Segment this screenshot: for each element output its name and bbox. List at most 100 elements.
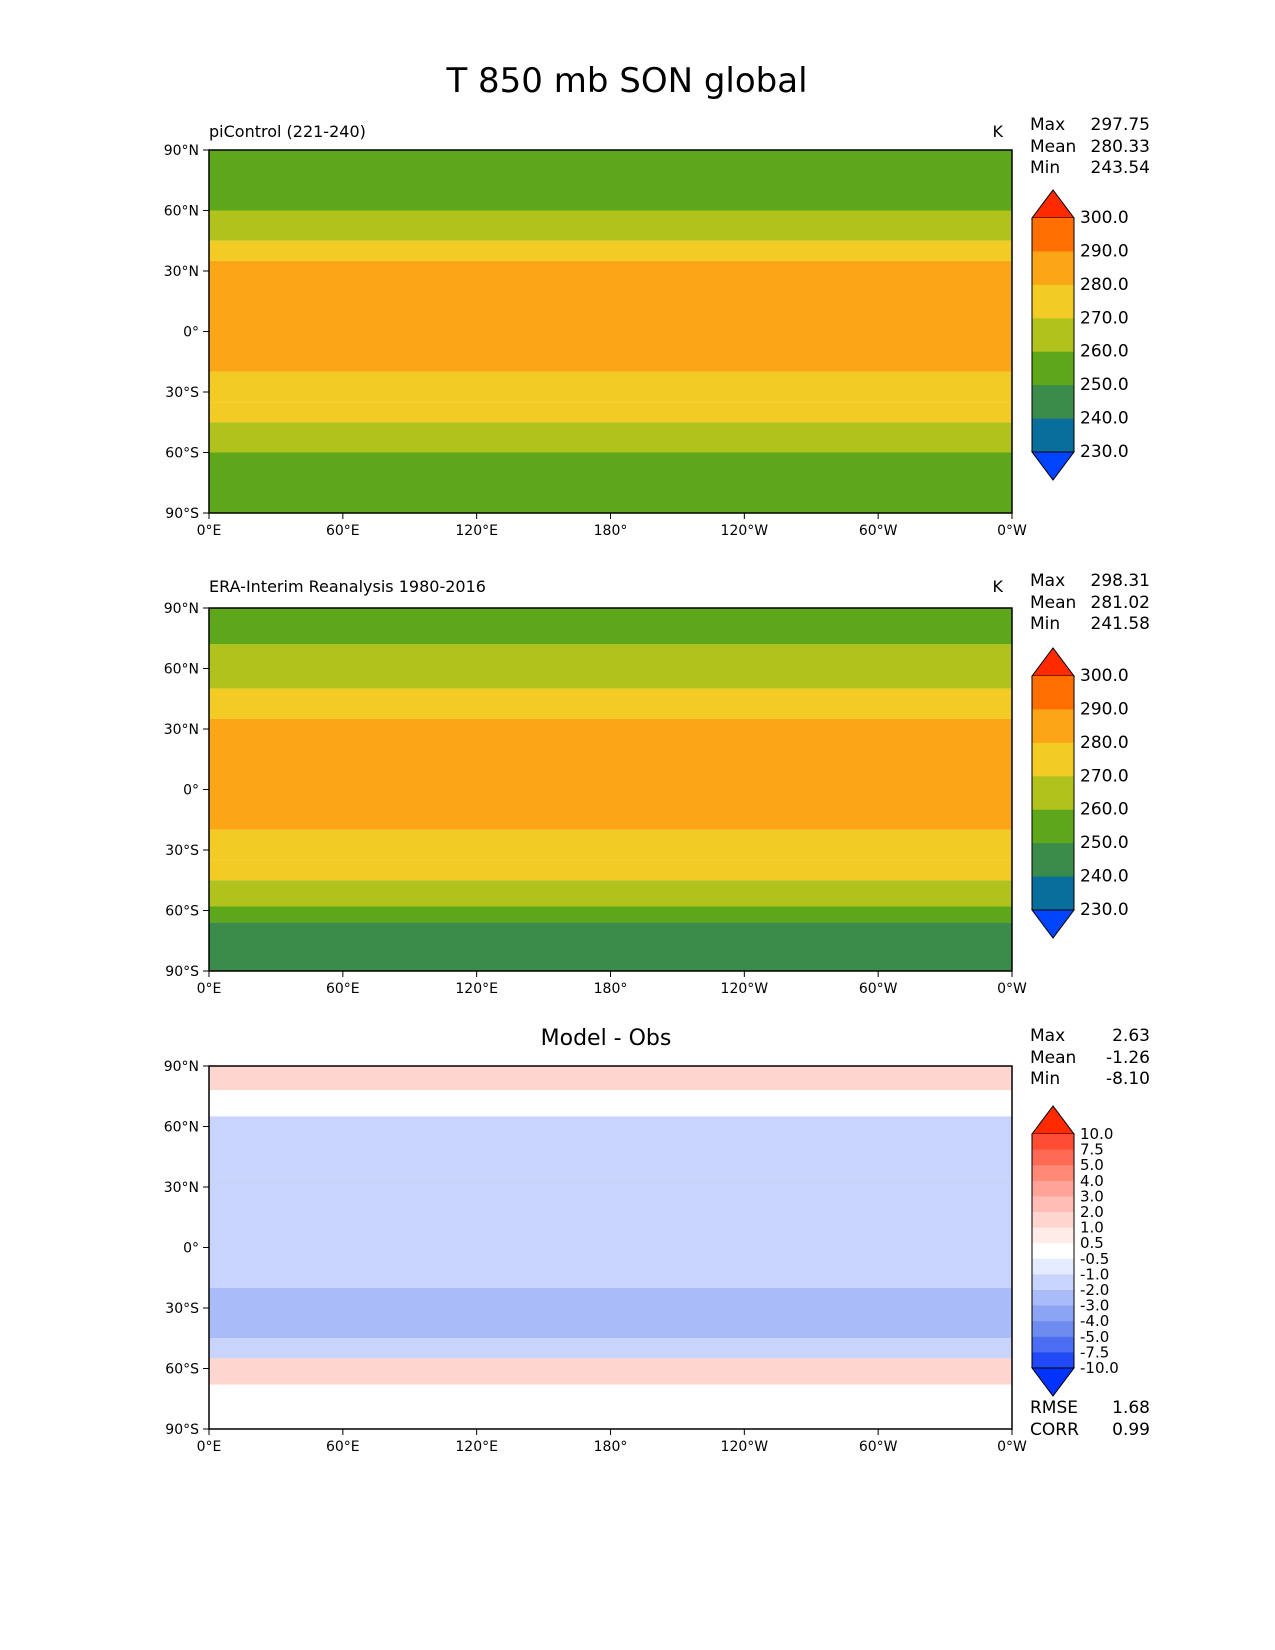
zonal-band: [209, 260, 1012, 372]
rmse-label: RMSE: [1030, 1398, 1078, 1418]
colorbar-level-label: 280.0: [1080, 733, 1129, 753]
colorbar-level-label: -0.5: [1080, 1250, 1109, 1268]
stat-mean-value: -1.26: [1106, 1048, 1150, 1068]
y-tick-label: 60°N: [164, 204, 199, 220]
y-tick-label: 60°N: [164, 662, 199, 678]
colorbar-segment: [1032, 318, 1074, 353]
panel-model-minus-obs: Model - Obs Max 2.63 Mean -1.26 Min -8.1…: [164, 1026, 1150, 1455]
colorbar-segment: [1032, 1305, 1074, 1322]
x-tick-label: 180°: [594, 1439, 628, 1455]
zonal-band: [209, 452, 1012, 513]
figure-title: T 850 mb SON global: [445, 61, 807, 101]
zonal-band: [209, 688, 1012, 719]
zonal-band: [209, 860, 1012, 881]
stat-max-label: Max: [1030, 115, 1065, 135]
zonal-band: [209, 210, 1012, 241]
colorbar-level-label: 290.0: [1080, 699, 1129, 719]
zonal-band: [209, 922, 1012, 971]
y-tick-label: 0°: [183, 783, 199, 799]
stat-mean-value: 280.33: [1091, 137, 1150, 157]
x-tick-label: 120°W: [721, 981, 769, 997]
colorbar-segment: [1032, 1258, 1074, 1275]
colorbar-min-arrow: [1031, 451, 1075, 481]
x-tick-label: 120°E: [455, 523, 498, 539]
corr-value: 0.99: [1112, 1420, 1150, 1440]
stat-min-label: Min: [1030, 1069, 1060, 1089]
colorbar-level-label: 7.5: [1080, 1141, 1104, 1159]
zonal-band: [209, 150, 1012, 211]
zonal-band: [209, 1358, 1012, 1385]
zonal-band: [209, 1384, 1012, 1429]
zonal-band: [209, 422, 1012, 453]
colorbar-level-label: -10.0: [1080, 1359, 1119, 1377]
colorbar-level-label: 3.0: [1080, 1187, 1104, 1205]
y-tick-label: 0°: [183, 1241, 199, 1257]
zonal-band: [209, 718, 1012, 830]
zonal-band: [209, 240, 1012, 261]
colorbar-level-label: 250.0: [1080, 375, 1129, 395]
colorbar-segment: [1032, 1196, 1074, 1213]
colorbar-segment: [1032, 385, 1074, 420]
y-tick-label: 60°S: [165, 1362, 199, 1378]
x-tick-label: 180°: [594, 523, 628, 539]
zonal-band: [209, 371, 1012, 403]
colorbar-level-label: -4.0: [1080, 1312, 1109, 1330]
x-tick-label: 0°E: [197, 981, 222, 997]
y-tick-label: 30°N: [164, 722, 199, 738]
x-tick-label: 60°E: [326, 981, 360, 997]
stat-max-label: Max: [1030, 1026, 1065, 1046]
colorbar-level-label: -7.5: [1080, 1343, 1109, 1361]
x-tick-label: 0°E: [197, 1439, 222, 1455]
zonal-band: [209, 402, 1012, 423]
colorbar-segment: [1032, 1274, 1074, 1291]
x-tick-label: 60°W: [859, 981, 898, 997]
colorbar-segment: [1032, 843, 1074, 878]
colorbar-segment: [1032, 809, 1074, 844]
stat-max-value: 297.75: [1091, 115, 1150, 135]
colorbar-level-label: 300.0: [1080, 208, 1129, 228]
colorbar-segment: [1032, 1212, 1074, 1229]
stat-min-label: Min: [1030, 614, 1060, 634]
stat-min-label: Min: [1030, 158, 1060, 178]
colorbar-level-label: 300.0: [1080, 666, 1129, 686]
colorbar-min-arrow: [1031, 909, 1075, 939]
colorbar-segment: [1032, 1321, 1074, 1338]
zonal-band: [209, 906, 1012, 923]
colorbar-level-label: 260.0: [1080, 342, 1129, 362]
x-tick-label: 180°: [594, 981, 628, 997]
stat-min-value: -8.10: [1106, 1069, 1150, 1089]
x-tick-label: 60°W: [859, 523, 898, 539]
colorbar-level-label: 270.0: [1080, 766, 1129, 786]
x-tick-label: 120°W: [721, 1439, 769, 1455]
zonal-band: [209, 1116, 1012, 1177]
stat-mean-value: 281.02: [1091, 593, 1150, 613]
colorbar-level-label: 270.0: [1080, 308, 1129, 328]
colorbar-max-arrow: [1031, 1105, 1075, 1135]
corr-label: CORR: [1030, 1420, 1079, 1440]
colorbar-max-arrow: [1031, 647, 1075, 677]
colorbar-segment: [1032, 1227, 1074, 1244]
rmse-value: 1.68: [1112, 1398, 1150, 1418]
zonal-band: [209, 1176, 1012, 1288]
panel-era-interim: ERA-Interim Reanalysis 1980-2016 K Max 2…: [164, 571, 1150, 997]
stat-mean-label: Mean: [1030, 593, 1076, 613]
colorbar-segment: [1032, 1290, 1074, 1307]
colorbar-level-label: 290.0: [1080, 241, 1129, 261]
stat-mean-label: Mean: [1030, 1048, 1076, 1068]
y-tick-label: 30°S: [165, 843, 199, 859]
y-tick-label: 90°N: [164, 1059, 199, 1075]
colorbar-level-label: 2.0: [1080, 1203, 1104, 1221]
colorbar-segment: [1032, 418, 1074, 453]
colorbar-segment: [1032, 776, 1074, 811]
colorbar-level-label: 1.0: [1080, 1219, 1104, 1237]
colorbar-segment: [1032, 1352, 1074, 1369]
colorbar-level-label: -1.0: [1080, 1265, 1109, 1283]
zonal-band: [209, 880, 1012, 907]
units-label: K: [993, 122, 1004, 141]
y-tick-label: 90°S: [165, 506, 199, 522]
colorbar-segment: [1032, 251, 1074, 286]
colorbar-segment: [1032, 284, 1074, 319]
zonal-band: [209, 1338, 1012, 1359]
colorbar-level-label: 5.0: [1080, 1156, 1104, 1174]
y-tick-label: 0°: [183, 325, 199, 341]
